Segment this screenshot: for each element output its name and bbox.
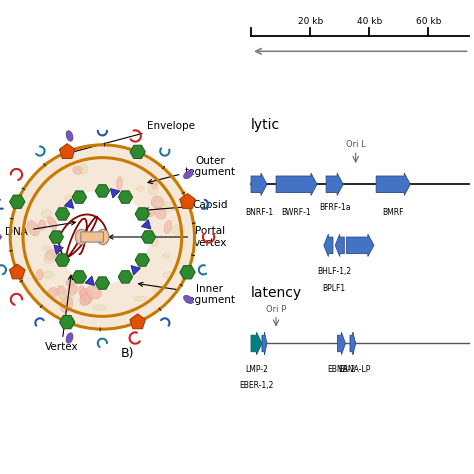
Polygon shape: [326, 173, 343, 195]
Ellipse shape: [153, 285, 160, 294]
Polygon shape: [56, 191, 148, 283]
Text: latency: latency: [251, 286, 302, 300]
Text: Portal
vertex: Portal vertex: [109, 226, 227, 248]
Ellipse shape: [45, 250, 57, 260]
Text: EBER-1,2: EBER-1,2: [239, 382, 273, 391]
Ellipse shape: [0, 234, 1, 240]
Text: BMRF: BMRF: [383, 208, 404, 217]
Polygon shape: [335, 234, 344, 256]
Ellipse shape: [117, 177, 122, 190]
FancyBboxPatch shape: [81, 232, 103, 242]
Ellipse shape: [66, 131, 73, 141]
Ellipse shape: [171, 225, 184, 235]
Ellipse shape: [134, 296, 147, 301]
Ellipse shape: [66, 276, 78, 286]
Ellipse shape: [81, 288, 92, 302]
Ellipse shape: [148, 184, 159, 195]
Ellipse shape: [154, 201, 165, 208]
Ellipse shape: [56, 293, 68, 302]
Ellipse shape: [155, 208, 166, 219]
Ellipse shape: [137, 186, 144, 191]
Text: 20 kb: 20 kb: [298, 18, 323, 27]
Ellipse shape: [164, 220, 172, 234]
Ellipse shape: [80, 164, 88, 174]
Text: EBNA-2: EBNA-2: [328, 365, 356, 374]
Ellipse shape: [92, 305, 107, 310]
Polygon shape: [56, 191, 148, 283]
Text: DNA: DNA: [5, 221, 75, 237]
Text: Ori L: Ori L: [346, 140, 365, 149]
Polygon shape: [251, 332, 262, 355]
Text: LMP-2: LMP-2: [245, 365, 268, 374]
Ellipse shape: [151, 238, 158, 246]
Ellipse shape: [38, 220, 46, 230]
Text: B): B): [121, 347, 135, 360]
Ellipse shape: [75, 229, 88, 245]
Ellipse shape: [36, 270, 43, 280]
Ellipse shape: [66, 333, 73, 343]
Ellipse shape: [183, 171, 193, 179]
Ellipse shape: [183, 295, 193, 303]
Ellipse shape: [97, 229, 109, 245]
Polygon shape: [324, 234, 333, 256]
Ellipse shape: [44, 254, 54, 264]
Polygon shape: [350, 332, 356, 355]
Ellipse shape: [145, 210, 155, 217]
Ellipse shape: [64, 195, 79, 201]
Ellipse shape: [86, 286, 101, 299]
Polygon shape: [10, 145, 194, 329]
Ellipse shape: [42, 245, 50, 251]
Ellipse shape: [47, 288, 58, 298]
Ellipse shape: [152, 180, 157, 189]
Text: lytic: lytic: [251, 118, 280, 132]
Text: Ori P: Ori P: [266, 305, 286, 314]
Text: Capsid: Capsid: [144, 200, 228, 212]
Ellipse shape: [73, 166, 82, 174]
Ellipse shape: [57, 285, 67, 300]
Text: BHLF-1,2: BHLF-1,2: [317, 267, 351, 276]
Polygon shape: [346, 234, 374, 256]
Polygon shape: [251, 173, 267, 195]
Text: EBNA-LP: EBNA-LP: [338, 365, 371, 374]
Text: 60 kb: 60 kb: [416, 18, 441, 27]
Text: BFRF-1a: BFRF-1a: [319, 203, 350, 212]
Text: Vertex: Vertex: [45, 275, 78, 352]
Ellipse shape: [80, 295, 91, 305]
Ellipse shape: [67, 284, 77, 295]
Text: BWRF-1: BWRF-1: [282, 208, 311, 217]
Text: BPLF1: BPLF1: [322, 284, 346, 293]
Text: Envelope: Envelope: [63, 121, 195, 155]
Polygon shape: [337, 332, 346, 355]
Text: 40 kb: 40 kb: [357, 18, 382, 27]
Ellipse shape: [47, 217, 57, 229]
Ellipse shape: [163, 272, 172, 278]
Polygon shape: [376, 173, 410, 195]
Ellipse shape: [162, 253, 170, 259]
Text: Outer
tegument: Outer tegument: [148, 156, 236, 183]
Ellipse shape: [80, 294, 91, 306]
Ellipse shape: [151, 196, 164, 209]
Ellipse shape: [41, 210, 52, 218]
Ellipse shape: [61, 296, 73, 312]
Text: BNRF-1: BNRF-1: [245, 208, 273, 217]
Polygon shape: [262, 332, 267, 355]
Text: Inner
tegument: Inner tegument: [139, 283, 236, 305]
Ellipse shape: [79, 286, 85, 298]
Polygon shape: [10, 145, 194, 329]
Ellipse shape: [162, 202, 176, 211]
Polygon shape: [276, 173, 317, 195]
Ellipse shape: [43, 271, 54, 278]
Ellipse shape: [27, 221, 39, 236]
